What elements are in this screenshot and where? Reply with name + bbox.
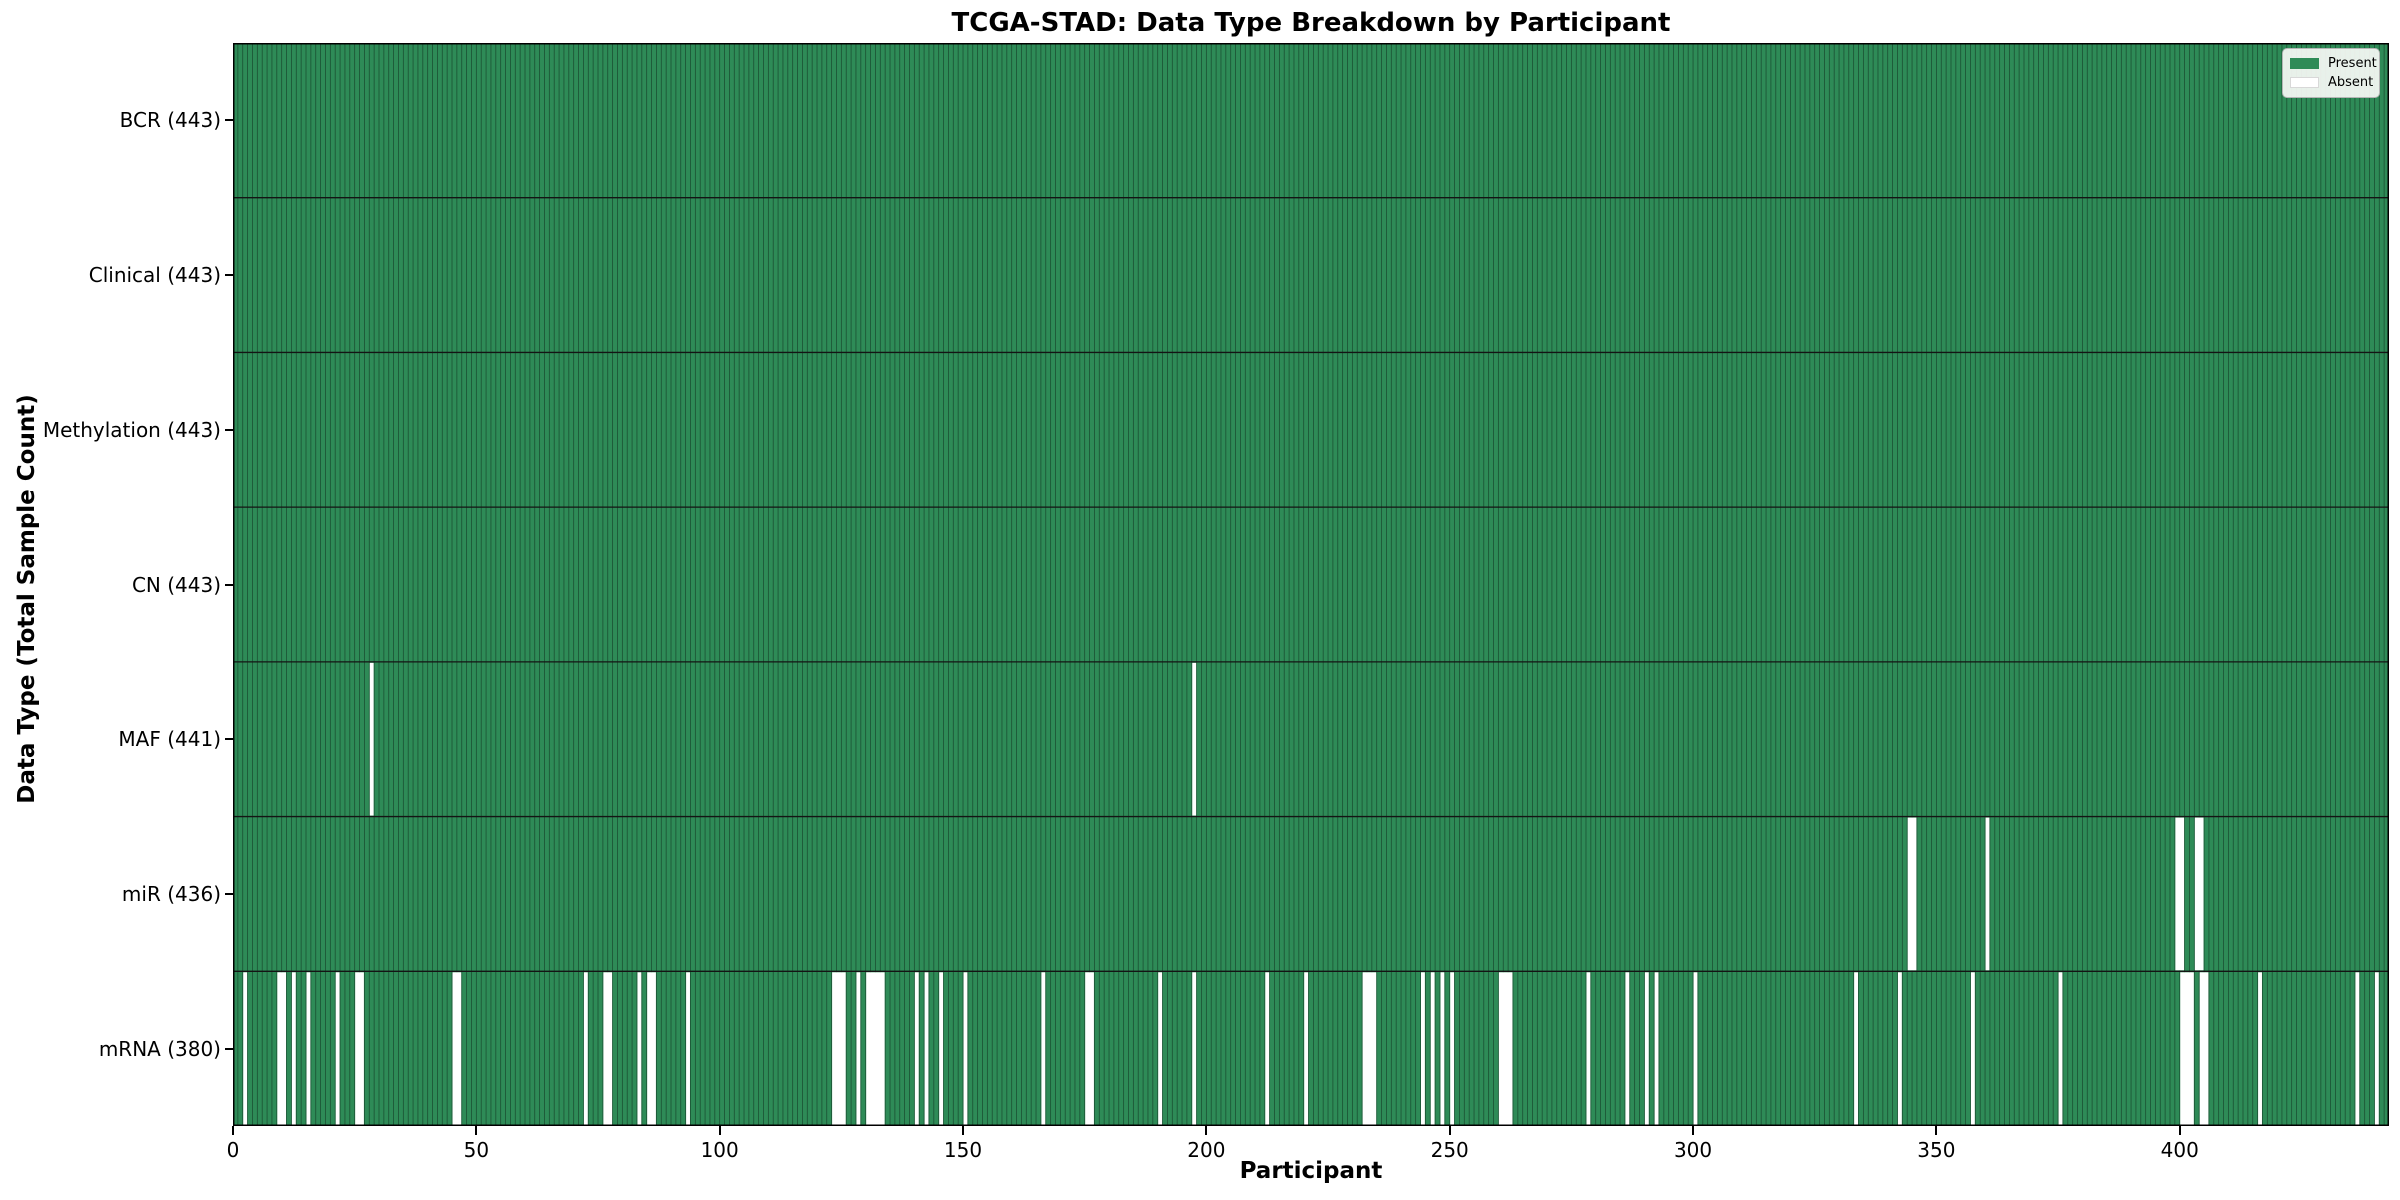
absent-gap-mRNA (1430, 972, 1435, 1125)
absent-gap-mRNA (1644, 972, 1649, 1125)
heatmap-svg (233, 43, 2389, 1126)
absent-gap-mRNA (277, 972, 287, 1125)
x-axis-label: Participant (1239, 1158, 1383, 1184)
plot-area: Present Absent (233, 43, 2389, 1126)
absent-gap-miR (2175, 817, 2185, 971)
absent-gap-mRNA (1192, 972, 1197, 1125)
absent-gap-mRNA (1586, 972, 1591, 1125)
x-tick-mark (2178, 1126, 2181, 1135)
absent-gap-mRNA (355, 972, 364, 1125)
x-tick-mark (1205, 1126, 1208, 1135)
absent-gap-mRNA (1362, 972, 1377, 1125)
absent-gap-mRNA (452, 972, 462, 1125)
absent-gap-mRNA (2355, 972, 2360, 1125)
absent-gap-mRNA (306, 972, 311, 1125)
absent-gap-mRNA (291, 972, 296, 1125)
x-tick-mark (1448, 1126, 1451, 1135)
absent-gap-mRNA (963, 972, 968, 1125)
present-swatch-icon (2290, 58, 2319, 69)
absent-gap-mRNA (1693, 972, 1698, 1125)
x-tick-label-200: 200 (1187, 1138, 1226, 1162)
absent-gap-mRNA (637, 972, 642, 1125)
absent-gap-mRNA (1041, 972, 1046, 1125)
absent-gap-mRNA (866, 972, 885, 1125)
absent-gap-mRNA (1498, 972, 1513, 1125)
absent-gap-mRNA (2374, 972, 2379, 1125)
absent-gap-miR (1907, 817, 1917, 971)
x-tick-label-150: 150 (943, 1138, 983, 1162)
y-tick-label-maf: MAF (441) (118, 727, 221, 752)
x-tick-label-0: 0 (226, 1138, 240, 1162)
legend-item-absent: Absent (2290, 73, 2374, 92)
x-tick-mark (1935, 1126, 1938, 1135)
absent-gap-miR (2194, 817, 2204, 971)
y-tick-label-mir: miR (436) (121, 881, 221, 906)
y-tick-mark (225, 1047, 233, 1050)
absent-gap-mRNA (856, 972, 861, 1125)
absent-gap-MAF (1192, 662, 1197, 816)
absent-gap-mRNA (1450, 972, 1455, 1125)
absent-gap-mRNA (1970, 972, 1975, 1125)
absent-gap-MAF (369, 662, 374, 816)
x-tick-label-400: 400 (2160, 1138, 2199, 1162)
absent-swatch-icon (2290, 77, 2319, 88)
x-tick-mark (962, 1126, 965, 1135)
x-tick-mark (475, 1126, 478, 1135)
absent-gap-mRNA (1440, 972, 1445, 1125)
x-tick-mark (232, 1126, 234, 1135)
absent-gap-mRNA (1654, 972, 1659, 1125)
absent-gap-mRNA (2258, 972, 2262, 1125)
absent-gap-mRNA (1304, 972, 1309, 1125)
y-tick-label-cn: CN (443) (131, 572, 221, 597)
absent-gap-miR (1985, 817, 1990, 971)
absent-gap-mRNA (1897, 972, 1902, 1125)
x-tick-label-350: 350 (1917, 1138, 1956, 1162)
x-tick-label-300: 300 (1673, 1138, 1713, 1162)
x-tick-label-100: 100 (700, 1138, 739, 1162)
absent-gap-mRNA (686, 972, 690, 1125)
x-tick-label-250: 250 (1430, 1138, 1469, 1162)
x-tick-mark (718, 1126, 721, 1135)
x-tick-label-50: 50 (463, 1138, 490, 1162)
y-tick-mark (225, 738, 233, 741)
y-tick-mark (225, 892, 233, 895)
absent-gap-mRNA (2058, 972, 2063, 1125)
legend: Present Absent (2282, 48, 2380, 98)
absent-gap-mRNA (603, 972, 613, 1125)
absent-gap-mRNA (832, 972, 846, 1125)
absent-gap-mRNA (243, 972, 248, 1125)
absent-gap-mRNA (1265, 972, 1270, 1125)
x-tick-mark (1692, 1126, 1695, 1135)
chart-title: TCGA-STAD: Data Type Breakdown by Partic… (951, 8, 1671, 38)
y-tick-label-methylation: Methylation (443) (42, 417, 221, 442)
absent-gap-mRNA (647, 972, 656, 1125)
y-tick-label-bcr: BCR (443) (119, 108, 221, 133)
absent-gap-mRNA (924, 972, 929, 1125)
absent-gap-mRNA (1085, 972, 1094, 1125)
y-tick-mark (225, 119, 233, 122)
legend-item-present: Present (2290, 54, 2377, 73)
plot-frame (233, 43, 2389, 1126)
absent-gap-mRNA (914, 972, 919, 1125)
absent-gap-mRNA (1854, 972, 1859, 1125)
absent-gap-mRNA (1158, 972, 1163, 1125)
absent-gap-mRNA (2199, 972, 2209, 1125)
absent-gap-mRNA (1421, 972, 1425, 1125)
absent-gap-mRNA (1625, 972, 1630, 1125)
y-tick-mark (225, 428, 233, 431)
y-tick-mark (225, 583, 233, 586)
absent-gap-mRNA (583, 972, 588, 1125)
absent-gap-mRNA (939, 972, 944, 1125)
y-tick-label-clinical: Clinical (443) (88, 263, 221, 288)
present-background (233, 43, 2389, 1126)
y-tick-label-mrna: mRNA (380) (98, 1036, 221, 1061)
legend-label-absent: Absent (2328, 75, 2374, 90)
absent-gap-mRNA (2180, 972, 2194, 1125)
y-tick-mark (225, 274, 233, 277)
absent-gap-mRNA (335, 972, 340, 1125)
legend-label-present: Present (2328, 56, 2377, 71)
